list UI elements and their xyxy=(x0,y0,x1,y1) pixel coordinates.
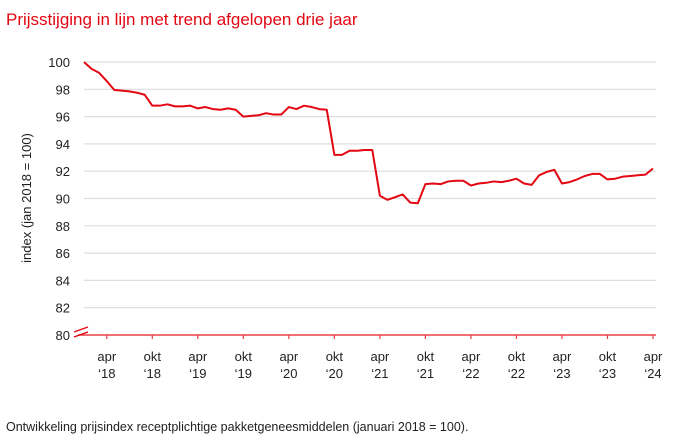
x-tick-label: ‘22 xyxy=(508,366,525,381)
x-tick-label: apr xyxy=(462,349,481,364)
x-tick-label: ‘19 xyxy=(189,366,206,381)
chart-caption: Ontwikkeling prijsindex receptplichtige … xyxy=(6,420,469,434)
y-tick-label: 96 xyxy=(56,110,70,125)
x-tick-label: apr xyxy=(553,349,572,364)
x-tick-label: okt xyxy=(599,349,617,364)
y-axis-label: index (jan 2018 = 100) xyxy=(19,133,34,263)
x-tick-label: ‘21 xyxy=(417,366,434,381)
y-tick-label: 88 xyxy=(56,219,70,234)
x-tick-label: ‘19 xyxy=(235,366,252,381)
x-tick-label: apr xyxy=(188,349,207,364)
x-tick-label: okt xyxy=(417,349,435,364)
x-tick-label: ‘24 xyxy=(644,366,661,381)
y-tick-label: 84 xyxy=(56,273,70,288)
x-tick-label: okt xyxy=(326,349,344,364)
y-tick-label: 90 xyxy=(56,192,70,207)
x-tick-label: ‘18 xyxy=(98,366,115,381)
x-tick-label: ‘22 xyxy=(462,366,479,381)
x-tick-label: ‘23 xyxy=(599,366,616,381)
x-tick-label: ‘18 xyxy=(144,366,161,381)
x-tick-label: ‘23 xyxy=(553,366,570,381)
y-tick-label: 80 xyxy=(56,328,70,343)
x-tick-label: ‘20 xyxy=(326,366,343,381)
x-tick-label: apr xyxy=(644,349,663,364)
x-tick-label: apr xyxy=(370,349,389,364)
y-tick-label: 98 xyxy=(56,82,70,97)
x-tick-label: apr xyxy=(97,349,116,364)
y-tick-label: 94 xyxy=(56,137,70,152)
x-tick-label: okt xyxy=(235,349,253,364)
chart-title: Prijsstijging in lijn met trend afgelope… xyxy=(6,10,358,29)
axis-break-mark xyxy=(73,326,89,338)
x-tick-label: okt xyxy=(508,349,526,364)
series-line xyxy=(83,61,654,205)
y-tick-label: 92 xyxy=(56,164,70,179)
x-tick-label: ‘21 xyxy=(371,366,388,381)
x-tick-label: okt xyxy=(144,349,162,364)
x-tick-label: ‘20 xyxy=(280,366,297,381)
y-tick-label: 82 xyxy=(56,301,70,316)
x-tick-label: apr xyxy=(279,349,298,364)
y-tick-label: 86 xyxy=(56,246,70,261)
y-tick-label: 100 xyxy=(48,55,70,70)
